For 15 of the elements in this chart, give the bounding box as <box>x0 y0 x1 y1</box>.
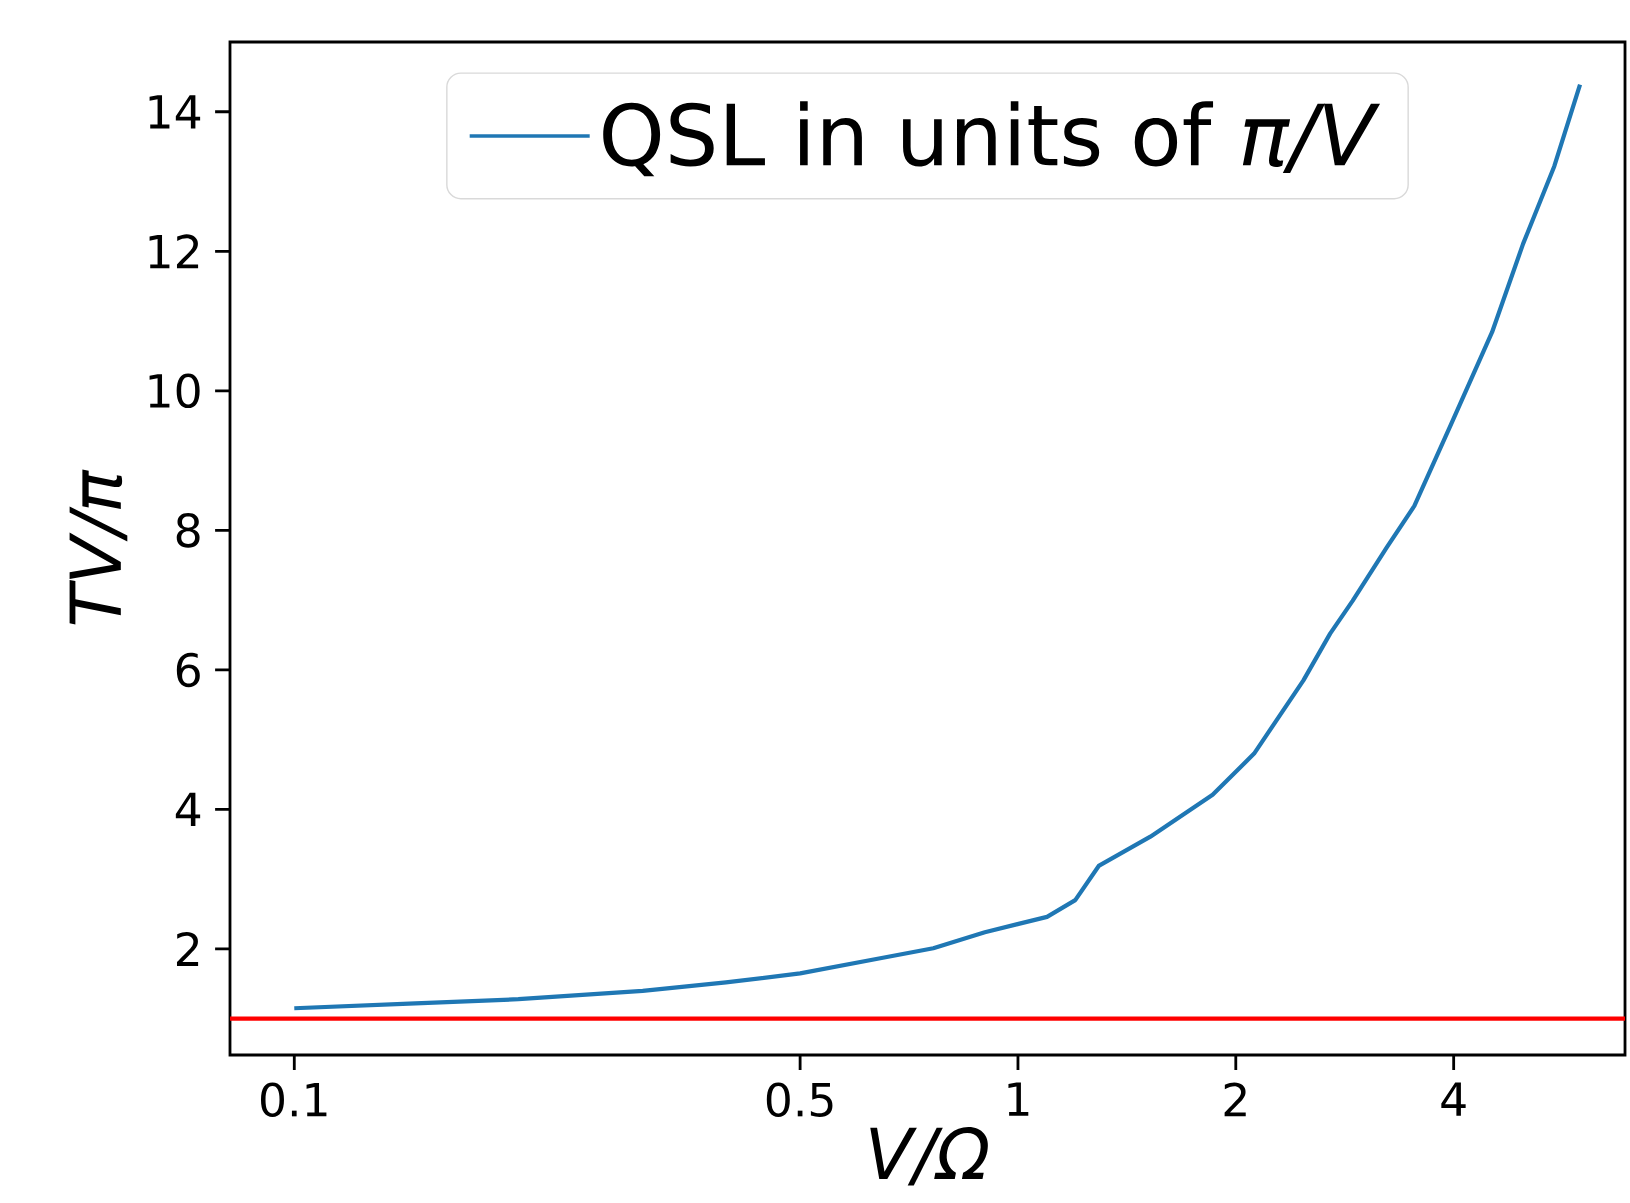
x-tick-label: 0.1 <box>261 1082 327 1117</box>
y-tick-label: 14 <box>149 95 201 129</box>
x-tick-label: 0.5 <box>766 1082 833 1117</box>
x-axis-title: V/Ω <box>870 1127 988 1186</box>
y-tick-label: 6 <box>176 652 200 688</box>
legend-label: QSL in units of π/V <box>603 101 1381 177</box>
y-tick-label: 4 <box>175 792 201 827</box>
x-tick-label: 4 <box>1441 1082 1466 1116</box>
x-tick-label: 2 <box>1224 1082 1246 1117</box>
y-tick-label: 10 <box>149 373 200 409</box>
y-tick-label: 12 <box>149 234 199 269</box>
x-tick-label: 1 <box>1008 1082 1029 1116</box>
y-tick-label: 2 <box>176 932 199 966</box>
y-axis-title: TV/π <box>69 469 128 625</box>
y-tick-label: 8 <box>176 513 200 548</box>
